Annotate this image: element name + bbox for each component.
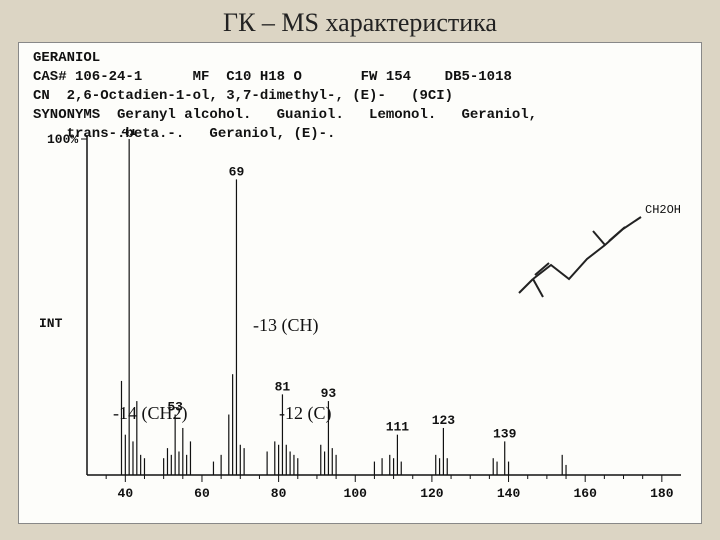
header-name: GERANIOL (33, 50, 100, 66)
svg-text:120: 120 (420, 486, 444, 501)
svg-text:100%: 100% (47, 132, 78, 147)
mass-spectrum-svg: 406080100120140160180100%INT415369819311… (33, 129, 689, 513)
spectrum-panel: GERANIOL CAS# 106-24-1 MF C10 H18 O FW 1… (18, 42, 702, 524)
svg-text:80: 80 (271, 486, 287, 501)
svg-text:123: 123 (432, 413, 456, 428)
svg-text:60: 60 (194, 486, 210, 501)
svg-text:93: 93 (321, 386, 337, 401)
svg-text:INT: INT (39, 316, 63, 331)
header-l3: CN 2,6-Octadien-1-ol, 3,7-dimethyl-, (E)… (33, 88, 453, 104)
svg-text:100: 100 (344, 486, 368, 501)
chart-area: 406080100120140160180100%INT415369819311… (33, 129, 687, 513)
svg-text:160: 160 (573, 486, 597, 501)
svg-text:40: 40 (118, 486, 134, 501)
svg-text:41: 41 (121, 129, 137, 139)
svg-text:81: 81 (275, 379, 291, 394)
page-title: ГК – MS характеристика (0, 0, 720, 42)
header-l2: CAS# 106-24-1 MF C10 H18 O FW 154 DB5-10… (33, 69, 512, 85)
svg-text:111: 111 (386, 420, 410, 435)
svg-text:139: 139 (493, 426, 517, 441)
annot-ch2: -14 (CH2) (113, 403, 188, 424)
svg-text:140: 140 (497, 486, 521, 501)
svg-text:180: 180 (650, 486, 674, 501)
svg-text:CH2OH: CH2OH (645, 203, 681, 217)
annot-ch: -13 (CH) (253, 315, 319, 336)
annot-c: -12 (C) (279, 403, 332, 424)
header-l4: SYNONYMS Geranyl alcohol. Guaniol. Lemon… (33, 107, 537, 123)
svg-text:69: 69 (229, 164, 245, 179)
